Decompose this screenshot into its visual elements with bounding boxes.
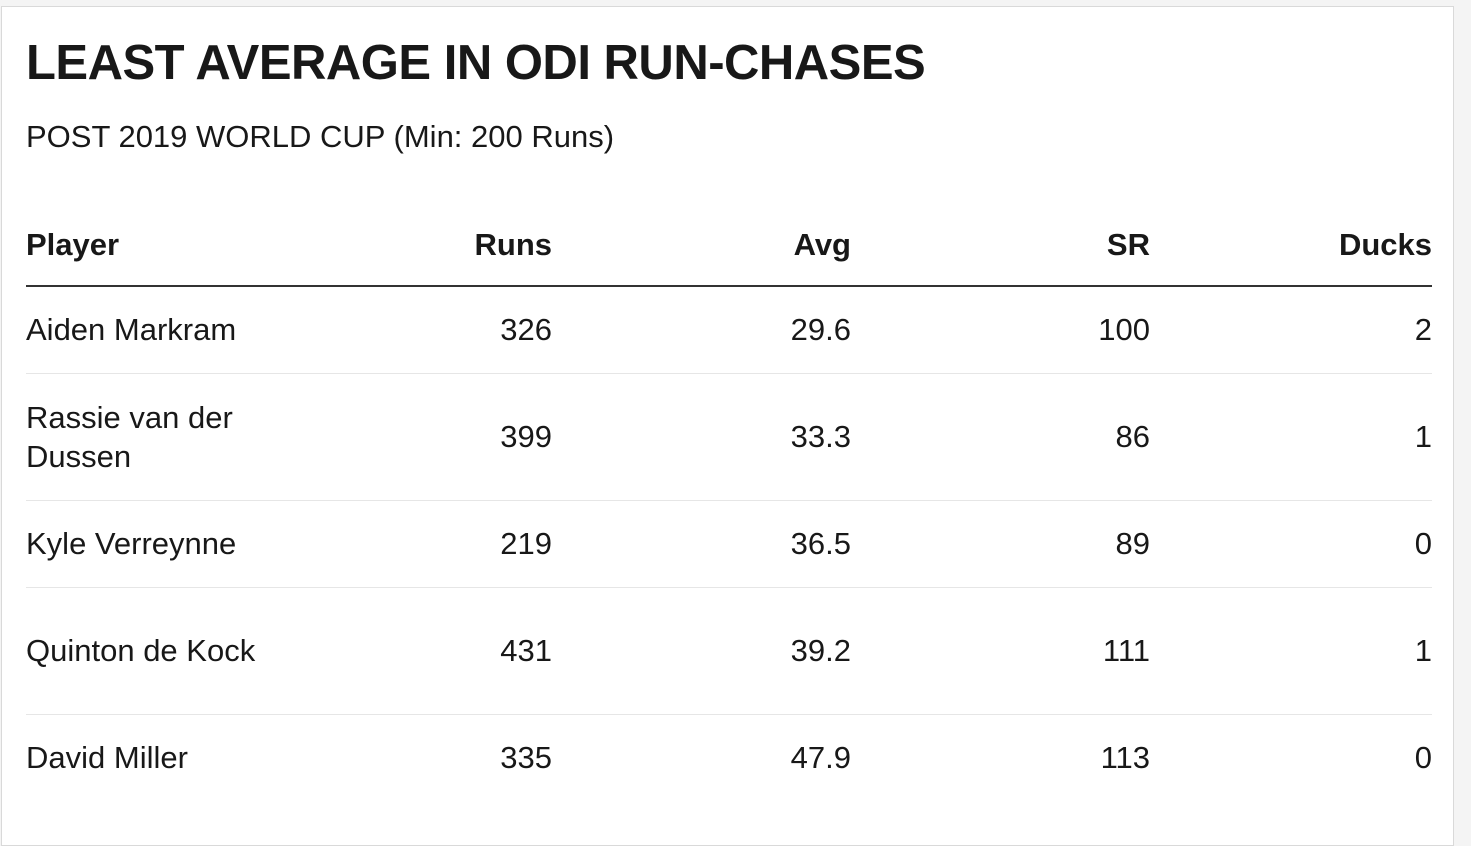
avg-cell: 29.6 bbox=[552, 286, 851, 374]
chart-title: LEAST AVERAGE IN ODI RUN-CHASES bbox=[26, 36, 926, 90]
sr-cell: 89 bbox=[851, 500, 1150, 588]
ducks-cell: 1 bbox=[1150, 587, 1432, 715]
chart-card: LEAST AVERAGE IN ODI RUN-CHASES POST 201… bbox=[1, 6, 1454, 846]
table-row: Rassie van der Dussen 399 33.3 86 1 bbox=[26, 373, 1432, 501]
player-cell: Quinton de Kock bbox=[26, 587, 336, 715]
stats-table: Player Runs Avg SR Ducks Aiden Markram 3… bbox=[26, 205, 1432, 801]
player-cell: Rassie van der Dussen bbox=[26, 373, 336, 501]
column-header-ducks: Ducks bbox=[1150, 205, 1432, 287]
column-header-avg: Avg bbox=[552, 205, 851, 287]
ducks-cell: 2 bbox=[1150, 286, 1432, 374]
table-row: Quinton de Kock 431 39.2 111 1 bbox=[26, 587, 1432, 715]
sr-cell: 113 bbox=[1100, 740, 1150, 776]
ducks-cell: 1 bbox=[1150, 373, 1432, 501]
sr-cell: 111 bbox=[851, 587, 1150, 715]
avg-cell: 33.3 bbox=[552, 373, 851, 501]
runs-cell: 219 bbox=[336, 500, 552, 588]
sr-cell: 100 bbox=[851, 286, 1150, 374]
chart-subtitle: POST 2019 WORLD CUP (Min: 200 Runs) bbox=[26, 119, 615, 154]
avg-cell: 39.2 bbox=[552, 587, 851, 715]
runs-cell: 326 bbox=[336, 286, 552, 374]
table-row: David Miller 335 47.9 113 0 bbox=[26, 714, 1432, 801]
runs-cell: 431 bbox=[336, 587, 552, 715]
runs-cell: 399 bbox=[336, 373, 552, 501]
column-header-sr: SR bbox=[851, 205, 1150, 287]
player-cell: Kyle Verreynne bbox=[26, 500, 336, 588]
column-header-runs: Runs bbox=[336, 205, 552, 287]
player-cell: Aiden Markram bbox=[26, 286, 336, 374]
runs-cell: 335 bbox=[500, 740, 552, 776]
avg-cell: 47.9 bbox=[790, 740, 851, 776]
ducks-cell: 0 bbox=[1414, 740, 1432, 776]
table-row: Kyle Verreynne 219 36.5 89 0 bbox=[26, 500, 1432, 588]
table-row: Aiden Markram 326 29.6 100 2 bbox=[26, 286, 1432, 374]
player-cell: David Miller bbox=[26, 740, 188, 776]
table-header-row: Player Runs Avg SR Ducks bbox=[26, 205, 1432, 287]
ducks-cell: 0 bbox=[1150, 500, 1432, 588]
column-header-player: Player bbox=[26, 205, 336, 287]
sr-cell: 86 bbox=[851, 373, 1150, 501]
avg-cell: 36.5 bbox=[552, 500, 851, 588]
